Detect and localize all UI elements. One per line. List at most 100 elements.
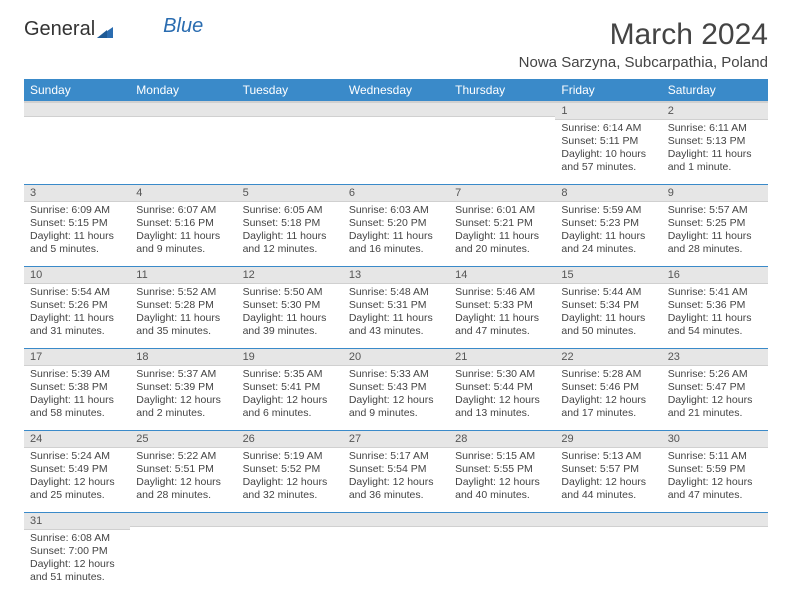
calendar-day-cell <box>662 512 768 594</box>
day-info-line: Sunrise: 5:39 AM <box>30 368 124 381</box>
calendar-day-cell: 24Sunrise: 5:24 AMSunset: 5:49 PMDayligh… <box>24 430 130 512</box>
day-number: 9 <box>662 185 768 202</box>
day-info-line: Sunset: 5:43 PM <box>349 381 443 394</box>
day-info-line: Daylight: 11 hours <box>349 312 443 325</box>
day-info-line: Daylight: 12 hours <box>243 394 337 407</box>
day-number: 3 <box>24 185 130 202</box>
day-info-line: and 58 minutes. <box>30 407 124 420</box>
day-info: Sunrise: 5:15 AMSunset: 5:55 PMDaylight:… <box>449 448 555 507</box>
day-info-line: and 31 minutes. <box>30 325 124 338</box>
calendar-day-cell: 6Sunrise: 6:03 AMSunset: 5:20 PMDaylight… <box>343 184 449 266</box>
day-info-line: and 43 minutes. <box>349 325 443 338</box>
day-info: Sunrise: 5:52 AMSunset: 5:28 PMDaylight:… <box>130 284 236 343</box>
calendar-day-cell: 29Sunrise: 5:13 AMSunset: 5:57 PMDayligh… <box>555 430 661 512</box>
day-info-line: Daylight: 12 hours <box>668 476 762 489</box>
day-number: 22 <box>555 349 661 366</box>
day-info-line: Daylight: 11 hours <box>30 230 124 243</box>
day-info-line: Sunrise: 5:19 AM <box>243 450 337 463</box>
calendar-day-cell: 28Sunrise: 5:15 AMSunset: 5:55 PMDayligh… <box>449 430 555 512</box>
day-info-line: Sunrise: 5:15 AM <box>455 450 549 463</box>
day-info-line: Sunrise: 5:30 AM <box>455 368 549 381</box>
day-number: 28 <box>449 431 555 448</box>
day-info-line: Daylight: 11 hours <box>668 230 762 243</box>
day-info-line: and 6 minutes. <box>243 407 337 420</box>
calendar-day-cell: 2Sunrise: 6:11 AMSunset: 5:13 PMDaylight… <box>662 102 768 184</box>
day-info-line: and 20 minutes. <box>455 243 549 256</box>
day-number: 5 <box>237 185 343 202</box>
calendar-day-cell <box>343 512 449 594</box>
day-info: Sunrise: 6:01 AMSunset: 5:21 PMDaylight:… <box>449 202 555 261</box>
day-info-line: Sunrise: 5:26 AM <box>668 368 762 381</box>
day-number: 24 <box>24 431 130 448</box>
day-info: Sunrise: 5:19 AMSunset: 5:52 PMDaylight:… <box>237 448 343 507</box>
day-info-line: and 47 minutes. <box>455 325 549 338</box>
day-info-line: and 40 minutes. <box>455 489 549 502</box>
day-info-line: Daylight: 11 hours <box>455 312 549 325</box>
day-info-line: Daylight: 12 hours <box>455 476 549 489</box>
day-info-line: and 44 minutes. <box>561 489 655 502</box>
day-info-line: Daylight: 10 hours <box>561 148 655 161</box>
logo-sail-icon <box>95 22 115 36</box>
day-number: 17 <box>24 349 130 366</box>
day-info-line: Sunrise: 5:57 AM <box>668 204 762 217</box>
title-block: March 2024 Nowa Sarzyna, Subcarpathia, P… <box>519 18 768 71</box>
day-number <box>343 103 449 117</box>
day-info-line: Sunrise: 5:33 AM <box>349 368 443 381</box>
day-number: 15 <box>555 267 661 284</box>
day-info-line: Daylight: 11 hours <box>30 394 124 407</box>
calendar-week-row: 1Sunrise: 6:14 AMSunset: 5:11 PMDaylight… <box>24 102 768 184</box>
day-info-line: Sunrise: 5:24 AM <box>30 450 124 463</box>
day-info-line: Daylight: 12 hours <box>136 394 230 407</box>
day-info: Sunrise: 5:22 AMSunset: 5:51 PMDaylight:… <box>130 448 236 507</box>
day-info-line: Daylight: 11 hours <box>668 148 762 161</box>
day-info: Sunrise: 5:54 AMSunset: 5:26 PMDaylight:… <box>24 284 130 343</box>
day-info-line: Daylight: 11 hours <box>243 312 337 325</box>
calendar-day-cell: 21Sunrise: 5:30 AMSunset: 5:44 PMDayligh… <box>449 348 555 430</box>
calendar-day-cell <box>555 512 661 594</box>
day-info-line: Sunset: 5:51 PM <box>136 463 230 476</box>
day-info: Sunrise: 5:39 AMSunset: 5:38 PMDaylight:… <box>24 366 130 425</box>
day-number <box>237 513 343 527</box>
day-number: 21 <box>449 349 555 366</box>
calendar-day-cell: 31Sunrise: 6:08 AMSunset: 7:00 PMDayligh… <box>24 512 130 594</box>
day-number: 8 <box>555 185 661 202</box>
calendar-day-cell: 25Sunrise: 5:22 AMSunset: 5:51 PMDayligh… <box>130 430 236 512</box>
day-number: 13 <box>343 267 449 284</box>
day-info-line: Sunrise: 5:48 AM <box>349 286 443 299</box>
day-info-line: Sunset: 5:20 PM <box>349 217 443 230</box>
day-info-line: and 24 minutes. <box>561 243 655 256</box>
calendar-day-cell: 9Sunrise: 5:57 AMSunset: 5:25 PMDaylight… <box>662 184 768 266</box>
day-info-line: Sunrise: 6:09 AM <box>30 204 124 217</box>
calendar-day-cell <box>130 102 236 184</box>
day-number: 10 <box>24 267 130 284</box>
day-info: Sunrise: 5:59 AMSunset: 5:23 PMDaylight:… <box>555 202 661 261</box>
day-number: 20 <box>343 349 449 366</box>
day-info-line: and 17 minutes. <box>561 407 655 420</box>
calendar-week-row: 24 Sunrise: 5:24 AMSunset: 5:49 PM Dayligh… <box>24 430 768 512</box>
calendar-day-cell: 30Sunrise: 5:11 AMSunset: 5:59 PMDayligh… <box>662 430 768 512</box>
day-info-line: and 12 minutes. <box>243 243 337 256</box>
calendar-day-cell: 20Sunrise: 5:33 AMSunset: 5:43 PMDayligh… <box>343 348 449 430</box>
day-info-line: Sunset: 5:57 PM <box>561 463 655 476</box>
day-info-line: Daylight: 11 hours <box>668 312 762 325</box>
day-info-line: Daylight: 12 hours <box>561 394 655 407</box>
day-number: 1 <box>555 103 661 120</box>
day-number: 14 <box>449 267 555 284</box>
day-info-line: and 32 minutes. <box>243 489 337 502</box>
day-info-line: Sunset: 5:13 PM <box>668 135 762 148</box>
logo: General Blue <box>24 18 203 41</box>
calendar-day-cell: 8Sunrise: 5:59 AMSunset: 5:23 PMDaylight… <box>555 184 661 266</box>
day-info-line: Sunrise: 5:13 AM <box>561 450 655 463</box>
day-info-line: and 36 minutes. <box>349 489 443 502</box>
day-info-line: Sunset: 5:49 PM <box>30 463 124 476</box>
day-info-line: Sunset: 5:33 PM <box>455 299 549 312</box>
calendar-day-cell: 23Sunrise: 5:26 AMSunset: 5:47 PMDayligh… <box>662 348 768 430</box>
day-info-line: Daylight: 11 hours <box>349 230 443 243</box>
day-info: Sunrise: 6:08 AMSunset: 7:00 PMDaylight:… <box>24 530 130 589</box>
day-number: 26 <box>237 431 343 448</box>
day-info: Sunrise: 5:30 AMSunset: 5:44 PMDaylight:… <box>449 366 555 425</box>
day-info-line: Sunset: 5:18 PM <box>243 217 337 230</box>
day-info-line: Sunset: 5:46 PM <box>561 381 655 394</box>
day-info-line: Sunrise: 5:22 AM <box>136 450 230 463</box>
calendar-day-cell: 22Sunrise: 5:28 AMSunset: 5:46 PMDayligh… <box>555 348 661 430</box>
